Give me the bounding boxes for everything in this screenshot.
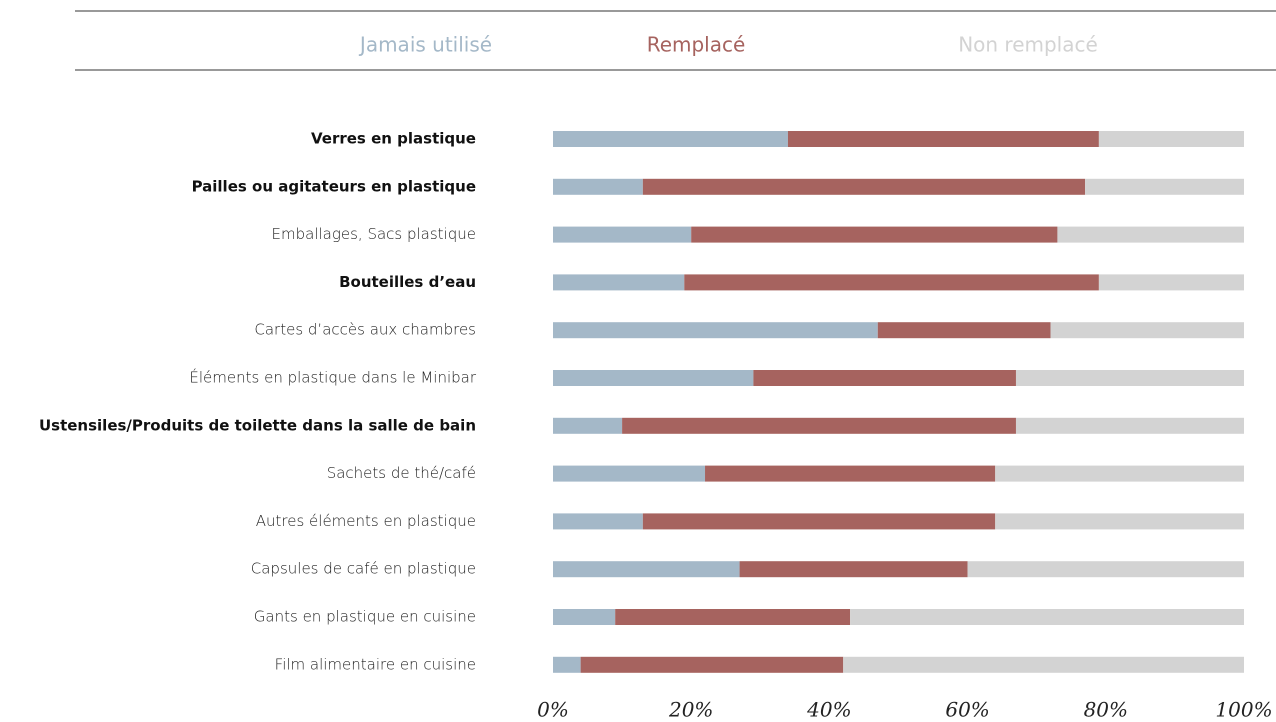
- bar-segment: [843, 656, 1244, 673]
- bar-segment: [553, 274, 685, 291]
- category-label: Emballages, Sacs plastique: [272, 225, 476, 243]
- bar-segment: [622, 417, 1016, 434]
- bar-segment: [1085, 178, 1244, 195]
- bar-segment: [553, 561, 740, 578]
- category-label: Sachets de thé/café: [327, 464, 476, 482]
- bar-segment: [705, 465, 996, 482]
- bar-segment: [580, 656, 844, 673]
- category-label: Cartes d’accès aux chambres: [254, 321, 476, 339]
- bar-segment: [1015, 370, 1244, 386]
- x-tick-label: 60%: [945, 698, 989, 722]
- category-label: Capsules de café en plastique: [251, 560, 476, 578]
- legend-label: Non remplacé: [958, 33, 1098, 57]
- x-tick-label: 40%: [806, 698, 851, 722]
- bar-segment: [995, 465, 1244, 482]
- legend-label: Remplacé: [647, 33, 746, 57]
- bar-segment: [553, 417, 623, 434]
- bar-segment: [553, 513, 643, 530]
- bar-segment: [1098, 131, 1244, 147]
- legend-label: Jamais utilisé: [358, 33, 492, 57]
- bar-segment: [642, 178, 1086, 195]
- category-label: Bouteilles d’eau: [339, 273, 476, 291]
- category-label: Gants en plastique en cuisine: [254, 608, 476, 626]
- x-tick-label: 0%: [537, 698, 569, 722]
- bar-segment: [642, 513, 996, 530]
- bar-segment: [967, 561, 1244, 578]
- category-label: Pailles ou agitateurs en plastique: [192, 177, 476, 195]
- bar-segment: [553, 370, 754, 386]
- bar-segment: [1098, 274, 1244, 291]
- category-label: Verres en plastique: [311, 130, 476, 148]
- bar-segment: [553, 656, 581, 673]
- bar-segment: [787, 131, 1099, 147]
- bar-segment: [739, 561, 968, 578]
- category-label: Éléments en plastique dans le Minibar: [189, 368, 476, 387]
- bar-segment: [553, 465, 706, 482]
- bar-segment: [691, 226, 1058, 243]
- bar-segment: [850, 609, 1244, 625]
- bar-segment: [1057, 226, 1244, 243]
- bar-segment: [753, 370, 1016, 386]
- x-tick-label: 80%: [1084, 698, 1128, 722]
- x-tick-label: 100%: [1215, 698, 1272, 722]
- bar-segment: [553, 322, 878, 339]
- bar-segment: [1015, 417, 1244, 434]
- bar-segment: [1050, 322, 1244, 339]
- bar-segment: [615, 609, 851, 625]
- bar-segment: [684, 274, 1099, 291]
- category-label: Ustensiles/Produits de toilette dans la …: [39, 416, 476, 434]
- category-label: Film alimentaire en cuisine: [275, 655, 476, 673]
- bar-segment: [553, 178, 643, 195]
- bar-segment: [553, 226, 692, 243]
- bar-segment: [877, 322, 1051, 339]
- bar-segment: [553, 609, 616, 625]
- bar-segment: [995, 513, 1244, 530]
- x-tick-label: 20%: [668, 698, 713, 722]
- category-label: Autres éléments en plastique: [256, 512, 476, 530]
- bar-segment: [553, 131, 788, 147]
